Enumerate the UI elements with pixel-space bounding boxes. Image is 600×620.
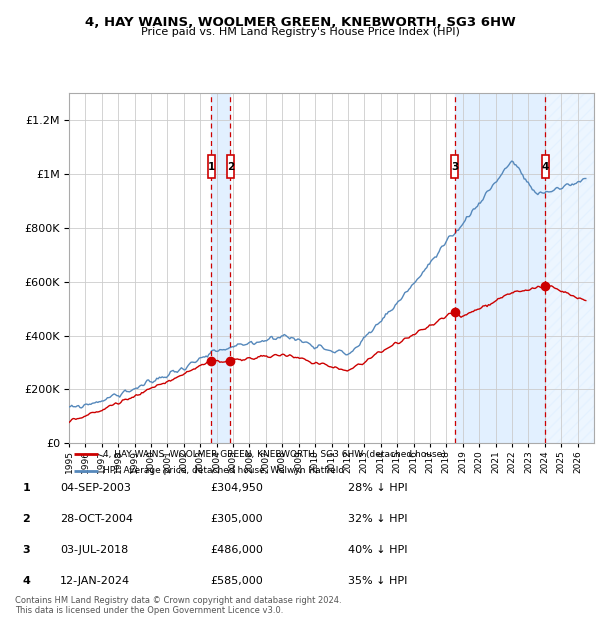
Bar bbox=[455, 93, 545, 443]
FancyBboxPatch shape bbox=[227, 155, 234, 178]
Text: 40% ↓ HPI: 40% ↓ HPI bbox=[348, 545, 407, 555]
Text: 12-JAN-2024: 12-JAN-2024 bbox=[60, 576, 130, 586]
Text: 2: 2 bbox=[23, 514, 30, 524]
Bar bbox=[545, 93, 594, 443]
Text: £304,950: £304,950 bbox=[210, 483, 263, 493]
Text: 4: 4 bbox=[542, 162, 549, 172]
Text: 35% ↓ HPI: 35% ↓ HPI bbox=[348, 576, 407, 586]
Text: Contains HM Land Registry data © Crown copyright and database right 2024.
This d: Contains HM Land Registry data © Crown c… bbox=[15, 596, 341, 615]
Text: £486,000: £486,000 bbox=[210, 545, 263, 555]
Text: £585,000: £585,000 bbox=[210, 576, 263, 586]
Text: 1: 1 bbox=[23, 483, 30, 493]
Text: 4, HAY WAINS, WOOLMER GREEN, KNEBWORTH, SG3 6HW: 4, HAY WAINS, WOOLMER GREEN, KNEBWORTH, … bbox=[85, 16, 515, 29]
Text: 4, HAY WAINS, WOOLMER GREEN, KNEBWORTH, SG3 6HW (detached house): 4, HAY WAINS, WOOLMER GREEN, KNEBWORTH, … bbox=[103, 450, 446, 459]
FancyBboxPatch shape bbox=[542, 155, 549, 178]
Text: 28% ↓ HPI: 28% ↓ HPI bbox=[348, 483, 407, 493]
Text: 3: 3 bbox=[451, 162, 458, 172]
Text: 3: 3 bbox=[23, 545, 30, 555]
Text: 2: 2 bbox=[227, 162, 234, 172]
Text: 28-OCT-2004: 28-OCT-2004 bbox=[60, 514, 133, 524]
FancyBboxPatch shape bbox=[451, 155, 458, 178]
Text: 4: 4 bbox=[22, 576, 31, 586]
Text: 1: 1 bbox=[208, 162, 215, 172]
Text: HPI: Average price, detached house, Welwyn Hatfield: HPI: Average price, detached house, Welw… bbox=[103, 466, 344, 475]
Bar bbox=[211, 93, 230, 443]
Text: 03-JUL-2018: 03-JUL-2018 bbox=[60, 545, 128, 555]
FancyBboxPatch shape bbox=[208, 155, 215, 178]
Text: 32% ↓ HPI: 32% ↓ HPI bbox=[348, 514, 407, 524]
Text: Price paid vs. HM Land Registry's House Price Index (HPI): Price paid vs. HM Land Registry's House … bbox=[140, 27, 460, 37]
Text: 04-SEP-2003: 04-SEP-2003 bbox=[60, 483, 131, 493]
Text: £305,000: £305,000 bbox=[210, 514, 263, 524]
